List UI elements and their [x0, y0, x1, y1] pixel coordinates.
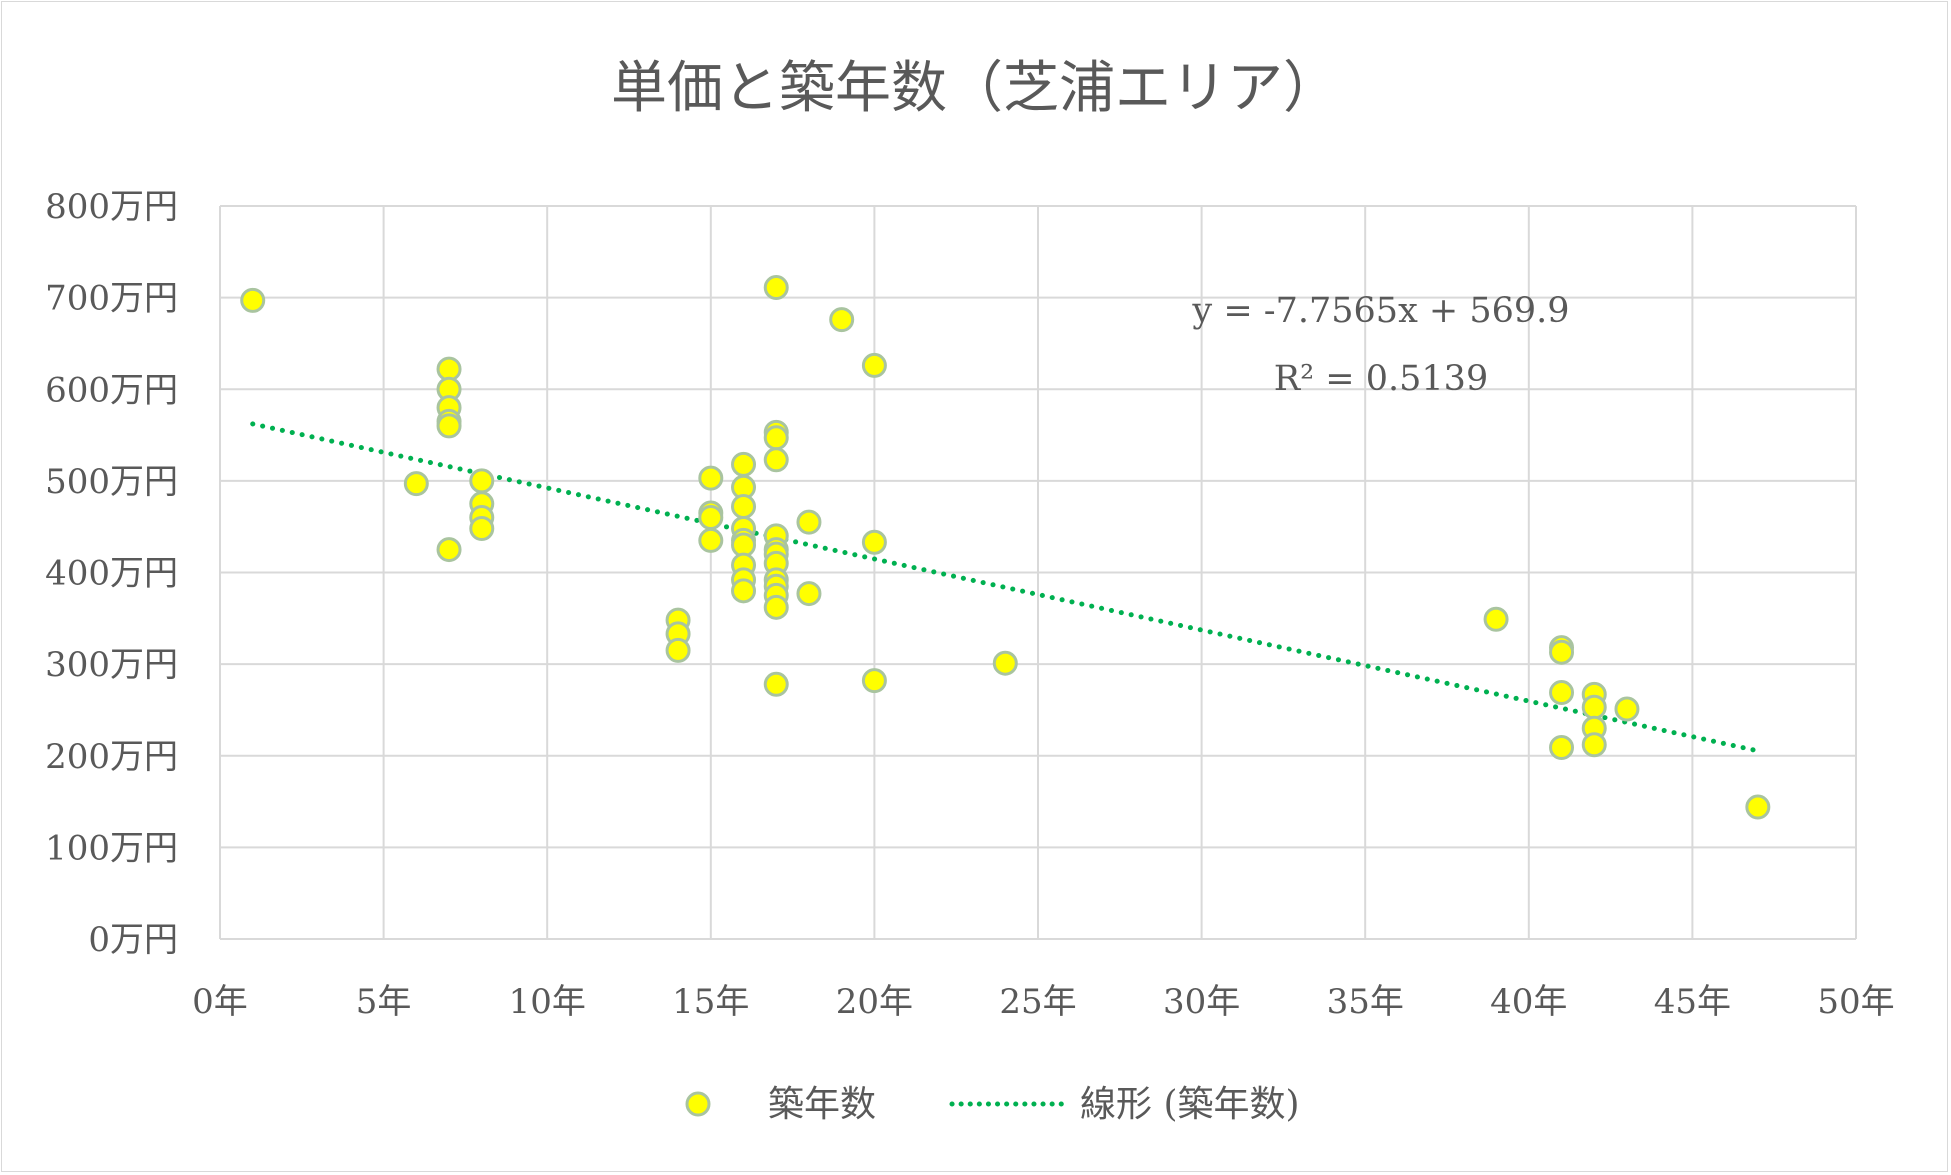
legend-label-trendline: 線形 (築年数)	[1080, 1084, 1300, 1125]
data-point	[698, 465, 724, 491]
data-point	[403, 471, 429, 497]
data-point	[763, 447, 789, 473]
x-tick-label: 45年	[1654, 982, 1731, 1022]
data-point	[436, 537, 462, 563]
data-point	[698, 505, 724, 531]
data-point	[861, 668, 887, 694]
x-tick-label: 30年	[1163, 982, 1240, 1022]
y-tick-label: 500万円	[45, 462, 178, 502]
data-point	[1581, 694, 1607, 720]
data-point	[469, 516, 495, 542]
x-tick-label: 50年	[1817, 982, 1894, 1022]
data-point	[240, 287, 266, 313]
y-tick-label: 600万円	[45, 370, 178, 410]
y-axis-tick-labels: 0万円 100万円 200万円 300万円 400万円 500万円 600万円 700万円 80…	[45, 187, 178, 960]
trendline-r-squared: R² = 0.5139	[1274, 359, 1488, 399]
x-tick-label: 15年	[672, 982, 749, 1022]
data-point	[763, 671, 789, 697]
x-tick-label: 25年	[999, 982, 1076, 1022]
y-tick-label: 400万円	[45, 554, 178, 594]
legend: 築年数 線形 (築年数)	[685, 1084, 1300, 1125]
data-point	[992, 650, 1018, 676]
data-point	[731, 451, 757, 477]
x-tick-label: 35年	[1327, 982, 1404, 1022]
data-point	[665, 637, 691, 663]
x-tick-label: 40年	[1490, 982, 1567, 1022]
gridlines	[219, 205, 1857, 940]
y-tick-label: 100万円	[45, 828, 178, 868]
data-point	[1745, 794, 1771, 820]
data-point	[763, 425, 789, 451]
data-point	[1581, 732, 1607, 758]
data-point	[1549, 680, 1575, 706]
data-point	[763, 275, 789, 301]
data-point	[698, 527, 724, 553]
trendline-path	[250, 421, 1761, 754]
trendline	[250, 421, 1761, 754]
x-tick-label: 5年	[356, 982, 412, 1022]
data-point	[1614, 696, 1640, 722]
x-tick-label: 0年	[192, 982, 248, 1022]
y-tick-label: 800万円	[45, 187, 178, 227]
data-point	[861, 352, 887, 378]
y-tick-label: 700万円	[45, 279, 178, 319]
data-point	[829, 307, 855, 333]
data-point	[796, 509, 822, 535]
chart-title: 単価と築年数（芝浦エリア）	[611, 56, 1339, 121]
x-tick-label: 10年	[509, 982, 586, 1022]
data-point	[1549, 639, 1575, 665]
y-tick-label: 300万円	[45, 645, 178, 685]
data-point	[861, 529, 887, 555]
legend-marker-scatter	[685, 1091, 711, 1117]
y-tick-label: 200万円	[45, 737, 178, 777]
data-point	[469, 468, 495, 494]
data-point	[731, 494, 757, 520]
data-point	[1549, 735, 1575, 761]
legend-label-scatter: 築年数	[768, 1084, 876, 1125]
x-axis-tick-labels: 0年 5年 10年 15年 20年 25年 30年 35年 40年 45年 50年	[192, 982, 1894, 1022]
y-tick-label: 0万円	[88, 920, 178, 960]
data-point	[436, 413, 462, 439]
data-point	[1483, 606, 1509, 632]
data-point	[796, 581, 822, 607]
data-point	[763, 594, 789, 620]
data-points	[240, 275, 1771, 820]
data-point	[731, 578, 757, 604]
trendline-equation: y = -7.7565x + 569.9	[1191, 291, 1569, 331]
x-tick-label: 20年	[836, 982, 913, 1022]
